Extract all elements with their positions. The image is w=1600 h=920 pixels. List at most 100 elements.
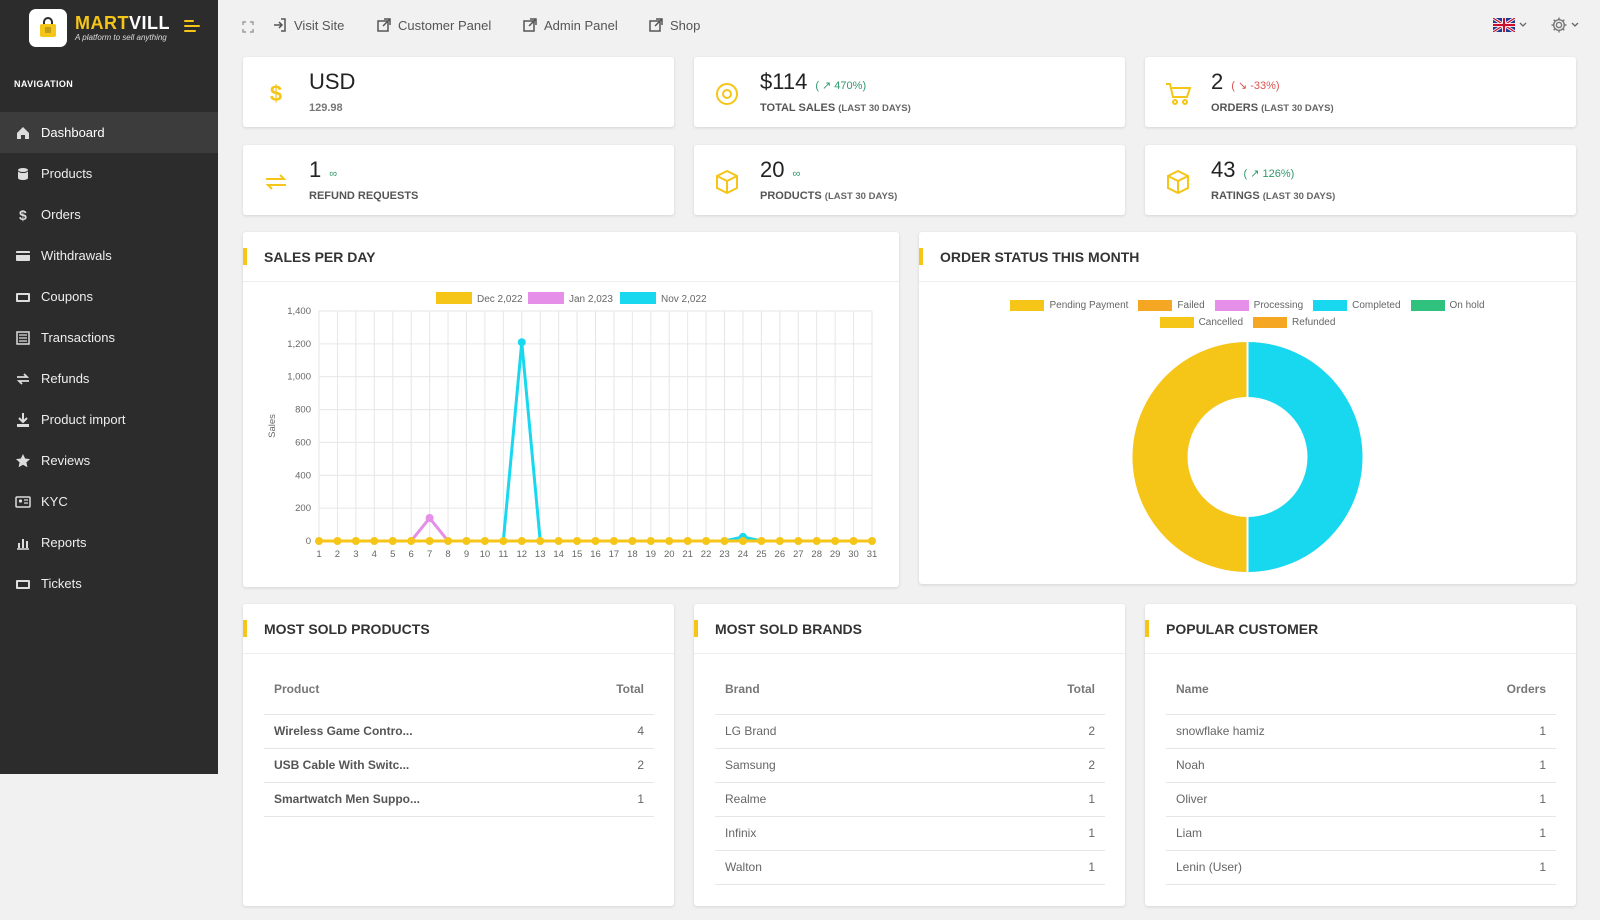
- table-row[interactable]: USB Cable With Switc... 2: [264, 748, 654, 783]
- data-point[interactable]: [591, 537, 600, 545]
- shop-link[interactable]: Shop: [648, 17, 700, 33]
- table-header-row: Name Orders: [1166, 664, 1556, 715]
- sidebar-item-orders[interactable]: $ Orders: [0, 194, 218, 235]
- x-tick-label: 26: [775, 549, 786, 560]
- sidebar-item-transactions[interactable]: Transactions: [0, 317, 218, 358]
- sidebar-item-product-import[interactable]: Product import: [0, 399, 218, 440]
- x-tick-label: 3: [353, 549, 358, 560]
- sidebar-item-label: Products: [41, 166, 93, 181]
- legend-swatch: [1138, 300, 1173, 311]
- sidebar-item-reviews[interactable]: Reviews: [0, 440, 218, 481]
- legend-label[interactable]: Nov 2,022: [661, 294, 707, 305]
- data-point[interactable]: [425, 514, 434, 522]
- sidebar-item-products[interactable]: Products: [0, 153, 218, 194]
- legend-item[interactable]: Processing: [1214, 300, 1303, 311]
- donut-slice[interactable]: [1246, 339, 1365, 575]
- table-cell: Lenin (User): [1166, 850, 1419, 885]
- data-point[interactable]: [315, 537, 323, 545]
- data-point[interactable]: [646, 537, 655, 545]
- table-row[interactable]: Lenin (User) 1: [1166, 850, 1556, 885]
- visit-site-link[interactable]: Visit Site: [272, 17, 344, 33]
- data-point[interactable]: [388, 537, 397, 545]
- data-point[interactable]: [370, 537, 379, 545]
- table-row[interactable]: Infinix 1: [715, 816, 1105, 851]
- data-point[interactable]: [757, 537, 766, 545]
- legend-label[interactable]: Jan 2,023: [569, 294, 613, 305]
- data-point[interactable]: [794, 537, 803, 545]
- legend-label: Completed: [1352, 300, 1401, 311]
- table-row[interactable]: LG Brand 2: [715, 714, 1105, 749]
- legend-item[interactable]: Refunded: [1253, 317, 1335, 328]
- data-point[interactable]: [573, 537, 582, 545]
- legend-label[interactable]: Dec 2,022: [477, 294, 523, 305]
- data-point[interactable]: [738, 537, 747, 545]
- nav-section-title: NAVIGATION: [14, 79, 74, 89]
- data-point[interactable]: [351, 537, 360, 545]
- data-point[interactable]: [849, 537, 858, 545]
- legend-item[interactable]: Failed: [1138, 300, 1205, 311]
- table-row[interactable]: Wireless Game Contro... 4: [264, 714, 654, 749]
- star-icon: [15, 453, 31, 469]
- fullscreen-icon[interactable]: [242, 20, 254, 38]
- sidebar-item-tickets[interactable]: Tickets: [0, 563, 218, 604]
- stat-label-note: (LAST 30 DAYS): [1262, 191, 1336, 202]
- x-tick-label: 29: [830, 549, 841, 560]
- table-row[interactable]: Walton 1: [715, 850, 1105, 885]
- legend-item[interactable]: Pending Payment: [1010, 300, 1128, 311]
- data-point[interactable]: [444, 537, 453, 545]
- table-row[interactable]: Realme 1: [715, 782, 1105, 817]
- data-point[interactable]: [609, 537, 618, 545]
- column-header: Orders: [1418, 664, 1556, 715]
- data-point[interactable]: [499, 537, 508, 545]
- data-point[interactable]: [775, 537, 784, 545]
- table-row[interactable]: Samsung 2: [715, 748, 1105, 783]
- table-row[interactable]: Liam 1: [1166, 816, 1556, 851]
- legend-item[interactable]: Completed: [1313, 300, 1401, 311]
- settings-menu[interactable]: [1550, 16, 1580, 34]
- data-point[interactable]: [407, 537, 416, 545]
- sidebar-item-refunds[interactable]: Refunds: [0, 358, 218, 399]
- legend-swatch[interactable]: [436, 292, 472, 304]
- legend-item[interactable]: Cancelled: [1159, 317, 1243, 328]
- x-tick-label: 13: [535, 549, 546, 560]
- sidebar-item-withdrawals[interactable]: Withdrawals: [0, 235, 218, 276]
- sidebar-item-dashboard[interactable]: Dashboard: [0, 112, 218, 153]
- x-tick-label: 10: [480, 549, 491, 560]
- brand[interactable]: MARTVILL A platform to sell anything: [0, 0, 218, 56]
- data-point[interactable]: [517, 338, 526, 347]
- sidebar-item-coupons[interactable]: Coupons: [0, 276, 218, 317]
- legend-item[interactable]: On hold: [1410, 300, 1485, 311]
- sidebar-item-reports[interactable]: Reports: [0, 522, 218, 563]
- data-point[interactable]: [462, 537, 471, 545]
- data-point[interactable]: [628, 537, 637, 545]
- data-point[interactable]: [425, 537, 434, 545]
- data-point[interactable]: [831, 537, 840, 545]
- table-row[interactable]: snowflake hamiz 1: [1166, 714, 1556, 749]
- legend-swatch[interactable]: [620, 292, 656, 304]
- data-point[interactable]: [702, 537, 711, 545]
- data-point[interactable]: [683, 537, 692, 545]
- sidebar-item-kyc[interactable]: KYC: [0, 481, 218, 522]
- data-point[interactable]: [720, 537, 729, 545]
- data-point[interactable]: [665, 537, 674, 545]
- donut-slice[interactable]: [1130, 339, 1249, 575]
- customer-panel-link[interactable]: Customer Panel: [376, 17, 491, 33]
- language-selector[interactable]: [1493, 18, 1528, 32]
- x-tick-label: 9: [464, 549, 469, 560]
- table-row[interactable]: Noah 1: [1166, 748, 1556, 783]
- legend-swatch[interactable]: [528, 292, 564, 304]
- data-point[interactable]: [333, 537, 342, 545]
- table-cell: 1: [948, 816, 1105, 851]
- menu-toggle-icon[interactable]: [184, 20, 200, 34]
- data-point[interactable]: [536, 537, 545, 545]
- data-point[interactable]: [480, 537, 489, 545]
- data-point[interactable]: [517, 537, 526, 545]
- panel-title: SALES PER DAY: [243, 232, 899, 282]
- data-point[interactable]: [554, 537, 563, 545]
- table-row[interactable]: Smartwatch Men Suppo... 1: [264, 782, 654, 817]
- data-point[interactable]: [812, 537, 821, 545]
- table-row[interactable]: Oliver 1: [1166, 782, 1556, 817]
- stat-change: ∞: [329, 168, 338, 180]
- admin-panel-link[interactable]: Admin Panel: [522, 17, 618, 33]
- data-point[interactable]: [868, 537, 876, 545]
